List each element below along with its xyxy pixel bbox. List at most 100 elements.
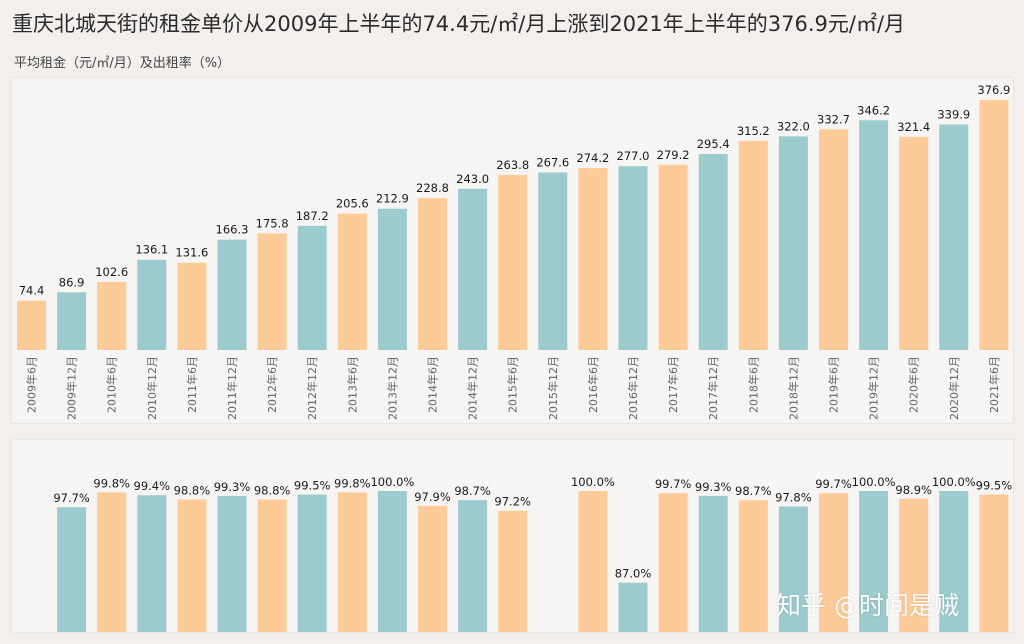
rent-bar — [939, 124, 969, 350]
x-tick-label: 2012年6月 — [265, 356, 279, 413]
rent-value-label: 295.4 — [697, 137, 730, 151]
occupancy-bar — [297, 494, 327, 632]
rent-value-label: 332.7 — [817, 112, 850, 126]
x-tick-label: 2016年6月 — [586, 356, 600, 413]
occupancy-bar — [939, 491, 969, 632]
occupancy-value-label: 99.5% — [976, 479, 1013, 493]
x-tick-label: 2009年12月 — [65, 356, 79, 420]
occupancy-value-label: 100.0% — [571, 475, 615, 489]
occupancy-value-label: 100.0% — [370, 475, 414, 489]
rent-bar — [778, 136, 808, 350]
occupancy-bar — [498, 510, 528, 632]
occupancy-bar — [337, 492, 367, 632]
rent-value-label: 187.2 — [296, 209, 329, 223]
rent-chart-panel: 74.4 2009年6月 86.9 2009年12月 102.6 2010年6月 136.1… — [12, 78, 1013, 423]
chart-subtitle: 平均租金（元/㎡/月）及出租率（%） — [14, 56, 231, 71]
occupancy-bar — [257, 499, 287, 632]
occupancy-bar — [458, 500, 488, 632]
rent-value-label: 267.6 — [536, 155, 569, 169]
x-tick-label: 2019年12月 — [867, 356, 881, 420]
occupancy-bar — [578, 491, 608, 632]
occupancy-bar — [618, 582, 648, 632]
rent-bar — [297, 225, 327, 350]
rent-bar — [97, 281, 127, 350]
rent-value-label: 376.9 — [977, 83, 1010, 97]
occupancy-bar — [97, 492, 127, 632]
chart-title: 重庆北城天街的租金单价从2009年上半年的74.4元/㎡/月上涨到2021年上半… — [12, 12, 906, 36]
occupancy-value-label: 97.7% — [53, 491, 90, 505]
rent-bar — [819, 129, 848, 350]
occupancy-value-label: 100.0% — [852, 475, 896, 489]
rent-bar — [498, 174, 528, 350]
x-tick-label: 2020年6月 — [907, 356, 921, 413]
rent-value-label: 74.4 — [19, 284, 45, 298]
x-tick-label: 2014年12月 — [466, 356, 480, 420]
occupancy-bar — [217, 495, 247, 632]
occupancy-value-label: 98.9% — [895, 483, 932, 497]
rent-value-label: 86.9 — [59, 275, 85, 289]
occupancy-bar — [137, 495, 167, 632]
occupancy-value-label: 97.8% — [775, 491, 812, 505]
rent-bar — [177, 262, 207, 350]
x-tick-label: 2015年6月 — [506, 356, 520, 413]
x-tick-label: 2013年6月 — [345, 356, 359, 413]
rent-value-label: 277.0 — [617, 149, 650, 163]
occupancy-bar — [979, 494, 1009, 632]
occupancy-value-label: 99.7% — [815, 477, 852, 491]
x-tick-label: 2019年6月 — [827, 356, 841, 413]
rent-bar — [418, 198, 447, 350]
occupancy-bar — [859, 491, 889, 632]
rent-value-label: 131.6 — [175, 246, 208, 260]
rent-value-label: 205.6 — [336, 197, 369, 211]
x-tick-label: 2011年12月 — [225, 356, 239, 420]
occupancy-bar — [698, 495, 728, 632]
rent-value-label: 321.4 — [897, 120, 930, 134]
occupancy-value-label: 99.3% — [695, 480, 732, 494]
occupancy-value-label: 99.7% — [655, 477, 692, 491]
rent-bar — [658, 164, 688, 350]
rent-value-label: 166.3 — [216, 223, 249, 237]
rent-bar — [859, 120, 889, 350]
x-tick-label: 2010年6月 — [105, 356, 119, 413]
rent-bar — [137, 259, 167, 350]
rent-bar — [257, 233, 287, 350]
x-tick-label: 2017年6月 — [666, 356, 680, 413]
rent-value-label: 175.8 — [256, 216, 289, 230]
rent-bar — [458, 188, 488, 350]
rent-bar — [698, 154, 728, 350]
x-tick-label: 2016年12月 — [626, 356, 640, 420]
occupancy-value-label: 99.5% — [294, 479, 331, 493]
occupancy-bar — [57, 507, 87, 632]
occupancy-value-label: 87.0% — [615, 567, 652, 581]
occupancy-bar — [899, 498, 929, 632]
rent-value-label: 263.8 — [496, 158, 529, 172]
occupancy-chart-panel: 97.7% 99.8% 99.4% 98.8% 99.3% 98.8% 99.5% 99.8%… — [12, 440, 1013, 632]
x-tick-label: 2012年12月 — [305, 356, 319, 420]
occupancy-bar — [778, 506, 808, 632]
occupancy-value-label: 98.7% — [454, 484, 491, 498]
rent-value-label: 346.2 — [857, 103, 890, 117]
rent-bar — [17, 300, 46, 350]
rent-bar — [618, 166, 648, 350]
occupancy-bar — [658, 493, 688, 632]
occupancy-value-label: 99.8% — [334, 476, 371, 490]
rent-value-label: 322.0 — [777, 119, 810, 133]
rent-bar — [377, 208, 407, 350]
watermark: 知乎 @时间是贼 — [776, 591, 959, 620]
x-tick-label: 2015年12月 — [546, 356, 560, 420]
rent-bar — [217, 239, 247, 350]
rent-bar — [578, 168, 608, 350]
rent-value-label: 339.9 — [937, 107, 970, 121]
occupancy-value-label: 99.3% — [214, 480, 251, 494]
x-tick-label: 2018年12月 — [786, 356, 800, 420]
x-tick-label: 2010年12月 — [145, 356, 159, 420]
occupancy-value-label: 98.7% — [735, 484, 772, 498]
x-tick-label: 2011年6月 — [185, 356, 199, 413]
occupancy-bar — [377, 491, 407, 632]
rent-bar — [337, 213, 367, 350]
occupancy-bar — [738, 500, 768, 632]
rent-value-label: 136.1 — [135, 243, 168, 257]
occupancy-value-label: 99.4% — [134, 479, 171, 493]
rent-bar — [979, 99, 1009, 350]
rent-value-label: 315.2 — [737, 124, 770, 138]
